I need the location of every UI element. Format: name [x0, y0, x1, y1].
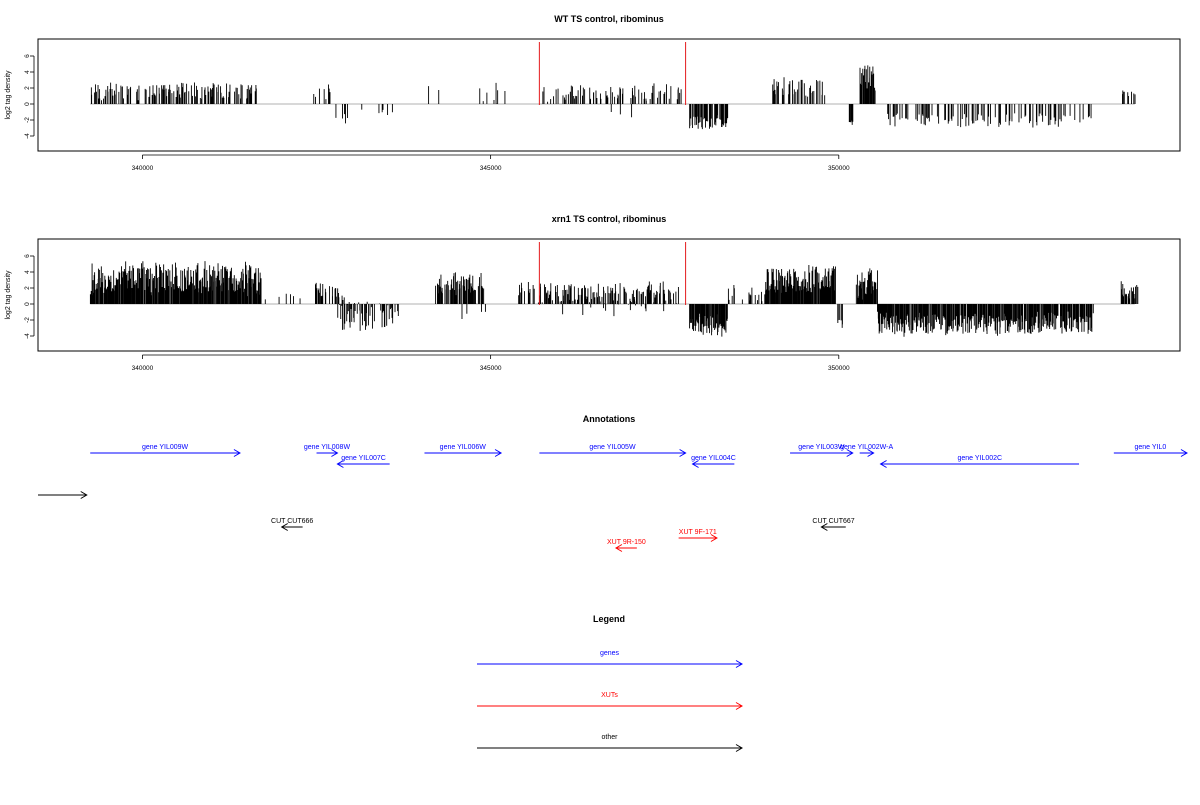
x-tick-label: 345000 — [480, 165, 502, 172]
x-tick-label: 340000 — [132, 165, 154, 172]
y-tick-label: -4 — [24, 133, 31, 139]
plot-frame — [37, 238, 1181, 352]
feature-label: gene YIL003W — [798, 444, 845, 451]
feature-arrow-head — [494, 449, 503, 457]
x-axis: 340000 345000 350000 — [132, 154, 850, 172]
x-tick-label: 340000 — [132, 365, 154, 372]
panel-title: xrn1 TS control, ribominus — [552, 214, 667, 224]
feature-genes: gene YIL002C — [879, 455, 1080, 468]
legend-label: other — [602, 734, 619, 741]
feature-arrow-head — [846, 449, 854, 457]
feature-label: gene YIL004C — [691, 455, 736, 462]
panel-title: WT TS control, ribominus — [554, 14, 664, 24]
feature-label: CUT CUT666 — [271, 518, 313, 525]
feature-arrow-head — [280, 523, 288, 531]
y-tick-label: 0 — [24, 102, 31, 106]
feature-label: gene YIL008W — [304, 444, 351, 451]
legend-item-genes: genes — [477, 650, 743, 668]
legend-label: XUTs — [601, 692, 618, 699]
legend-label: genes — [600, 650, 620, 657]
feature-genes: gene YIL006W — [424, 444, 503, 457]
feature-arrow-head — [867, 449, 875, 457]
y-tick-label: -4 — [24, 333, 31, 339]
feature-genes: gene YIL003W — [790, 444, 854, 457]
feature-xuts: XUT 9F-171 — [678, 529, 718, 542]
y-tick-label: 2 — [24, 286, 31, 290]
feature-xuts: XUT 9R-150 — [607, 539, 646, 552]
feature-other: CUT CUT666 — [271, 518, 313, 531]
feature-label: gene YIL007C — [341, 455, 386, 462]
legend-arrow-head — [735, 744, 743, 752]
y-tick-label: 2 — [24, 86, 31, 90]
feature-label: XUT 9R-150 — [607, 539, 646, 546]
feature-other: CUT CUT667 — [812, 518, 855, 531]
feature-label: CUT CUT667 — [812, 518, 854, 525]
feature-genes: gene YIL008W — [304, 444, 351, 457]
y-tick-label: 6 — [24, 254, 31, 258]
feature-arrow-head — [80, 491, 88, 499]
feature-arrow-head — [336, 460, 344, 468]
annotations-title: Annotations — [583, 414, 636, 424]
feature-genes: gene YIL005W — [539, 444, 687, 457]
y-axis-label: log2 tag density — [5, 70, 12, 120]
feature-genes: gene YIL002W-A — [840, 444, 894, 457]
feature-arrow-head — [614, 544, 623, 552]
legend: Legend genes XUTs other — [477, 614, 743, 752]
feature-arrow-head — [679, 449, 687, 457]
x-tick-label: 350000 — [828, 365, 850, 372]
y-axis: 6 4 2 0 -2 -4 log2 tag density — [5, 54, 35, 139]
signal-panel-1: WT TS control, ribominus 6 4 2 0 -2 -4 log2 tag… — [5, 14, 1181, 172]
legend-arrow-head — [735, 660, 743, 668]
feature-genes: gene YIL004C — [691, 455, 736, 468]
y-tick-label: 0 — [24, 302, 31, 306]
y-tick-label: -2 — [24, 317, 31, 323]
plot-frame — [37, 38, 1181, 152]
signal-panel-2: xrn1 TS control, ribominus 6 4 2 0 -2 -4 log2 t… — [5, 214, 1181, 372]
feature-arrow-head — [233, 449, 241, 457]
feature-label: gene YIL0 — [1135, 444, 1167, 451]
y-axis: 6 4 2 0 -2 -4 log2 tag density — [5, 254, 35, 339]
y-tick-label: 4 — [24, 270, 31, 274]
feature-arrow-head — [710, 534, 718, 542]
legend-title: Legend — [593, 614, 625, 624]
signal-bars — [90, 65, 1136, 130]
feature-arrow-head — [820, 523, 828, 531]
feature-label: gene YIL002W-A — [840, 444, 893, 451]
feature-genes: gene YIL007C — [336, 455, 390, 468]
x-tick-label: 350000 — [828, 165, 850, 172]
feature-other — [38, 491, 88, 499]
annotations-track: Annotations gene YIL009W gene YIL008W gene … — [38, 414, 1188, 552]
feature-arrow-head — [1180, 449, 1188, 457]
legend-item-other: other — [477, 734, 743, 752]
signal-bars — [89, 261, 1139, 337]
legend-item-xuts: XUTs — [477, 692, 743, 710]
legend-arrow-head — [735, 702, 743, 710]
feature-genes: gene YIL0 — [1113, 444, 1188, 457]
feature-label: gene YIL006W — [440, 444, 487, 451]
y-tick-label: 4 — [24, 70, 31, 74]
feature-arrow-head — [879, 460, 887, 468]
x-tick-label: 345000 — [480, 365, 502, 372]
feature-label: gene YIL002C — [957, 455, 1002, 462]
feature-genes: gene YIL009W — [90, 444, 241, 457]
y-axis-label: log2 tag density — [5, 270, 12, 320]
feature-label: gene YIL009W — [142, 444, 189, 451]
feature-label: gene YIL005W — [589, 444, 636, 451]
feature-arrow-head — [331, 449, 339, 457]
feature-arrow-head — [691, 460, 699, 468]
y-tick-label: 6 — [24, 54, 31, 58]
feature-label: XUT 9F-171 — [679, 529, 717, 536]
x-axis: 340000 345000 350000 — [132, 354, 850, 372]
y-tick-label: -2 — [24, 117, 31, 123]
